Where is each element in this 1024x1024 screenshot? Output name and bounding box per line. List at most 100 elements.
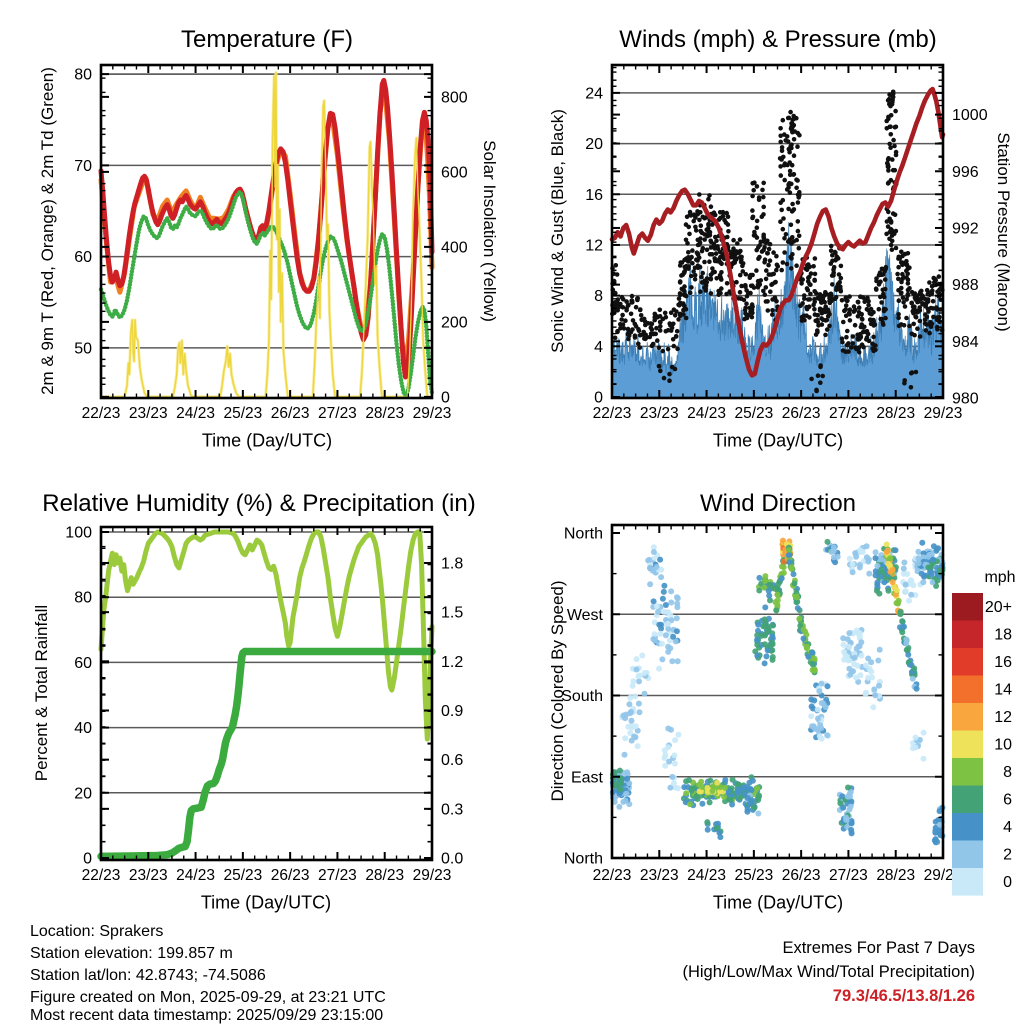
svg-text:20+: 20+ xyxy=(985,599,1012,616)
svg-text:29/23: 29/23 xyxy=(413,405,452,422)
svg-text:25/23: 25/23 xyxy=(734,405,773,422)
svg-text:60: 60 xyxy=(74,249,92,266)
svg-text:984: 984 xyxy=(952,334,979,351)
svg-text:22/23: 22/23 xyxy=(82,405,121,422)
winddir-xaxis-label: Time (Day/UTC) xyxy=(712,892,844,913)
svg-text:18: 18 xyxy=(994,627,1012,644)
svg-text:4: 4 xyxy=(594,339,603,356)
svg-text:29/23: 29/23 xyxy=(924,405,963,422)
footer-latlon: Station lat/lon: 42.8743; -74.5086 xyxy=(30,967,266,984)
svg-text:12: 12 xyxy=(585,237,603,254)
svg-text:23/23: 23/23 xyxy=(129,867,168,884)
svg-text:West: West xyxy=(567,607,604,624)
svg-text:0: 0 xyxy=(594,390,603,407)
svg-text:60: 60 xyxy=(74,655,92,672)
svg-text:996: 996 xyxy=(952,164,979,181)
svg-text:North: North xyxy=(564,851,603,868)
svg-text:24/23: 24/23 xyxy=(176,405,215,422)
svg-text:27/23: 27/23 xyxy=(829,405,868,422)
svg-text:1.5: 1.5 xyxy=(441,605,463,622)
svg-text:24/23: 24/23 xyxy=(687,405,726,422)
svg-text:0.0: 0.0 xyxy=(441,851,463,868)
winds-chart-title: Winds (mph) & Pressure (mb) xyxy=(619,26,937,53)
svg-text:North: North xyxy=(564,526,603,543)
svg-text:80: 80 xyxy=(74,590,92,607)
svg-text:0: 0 xyxy=(1003,874,1012,891)
svg-text:26/23: 26/23 xyxy=(271,867,310,884)
svg-text:980: 980 xyxy=(952,391,979,408)
svg-text:26/23: 26/23 xyxy=(271,405,310,422)
svg-text:25/23: 25/23 xyxy=(223,867,262,884)
svg-text:800: 800 xyxy=(441,89,468,106)
svg-text:27/23: 27/23 xyxy=(829,867,868,884)
svg-text:6: 6 xyxy=(1003,792,1012,809)
svg-text:16: 16 xyxy=(585,187,603,204)
svg-text:16: 16 xyxy=(994,654,1012,671)
svg-text:0.6: 0.6 xyxy=(441,752,463,769)
solar-yaxis-right-label: Solar Insolation (Yellow) xyxy=(480,140,499,322)
svg-text:20: 20 xyxy=(74,785,92,802)
footer-elevation: Station elevation: 199.857 m xyxy=(30,945,233,962)
svg-text:20: 20 xyxy=(585,136,603,153)
svg-text:0.9: 0.9 xyxy=(441,703,463,720)
svg-text:22/23: 22/23 xyxy=(593,867,632,884)
svg-text:10: 10 xyxy=(994,737,1012,754)
svg-text:600: 600 xyxy=(441,164,468,181)
svg-text:26/23: 26/23 xyxy=(782,867,821,884)
humidity-xaxis-label: Time (Day/UTC) xyxy=(200,892,332,913)
svg-text:29/23: 29/23 xyxy=(413,867,452,884)
svg-text:40: 40 xyxy=(74,720,92,737)
svg-text:400: 400 xyxy=(441,239,468,256)
svg-text:1000: 1000 xyxy=(952,107,988,124)
svg-text:28/23: 28/23 xyxy=(365,867,404,884)
svg-text:28/23: 28/23 xyxy=(876,867,915,884)
svg-text:0: 0 xyxy=(83,851,92,868)
svg-text:25/23: 25/23 xyxy=(734,867,773,884)
svg-text:4: 4 xyxy=(1003,819,1012,836)
svg-text:2: 2 xyxy=(1003,847,1012,864)
temperature-xaxis-label: Time (Day/UTC) xyxy=(201,430,333,451)
svg-text:24/23: 24/23 xyxy=(176,867,215,884)
extremes-subtitle: (High/Low/Max Wind/Total Precipitation) xyxy=(682,963,975,981)
svg-text:26/23: 26/23 xyxy=(782,405,821,422)
svg-text:22/23: 22/23 xyxy=(593,405,632,422)
svg-text:0: 0 xyxy=(441,389,450,406)
svg-text:12: 12 xyxy=(994,709,1012,726)
wind-yaxis-left-label: Sonic Wind & Gust (Blue, Black) xyxy=(548,109,567,353)
svg-text:992: 992 xyxy=(952,220,979,237)
svg-text:27/23: 27/23 xyxy=(318,867,357,884)
svg-text:8: 8 xyxy=(594,288,603,305)
svg-text:27/23: 27/23 xyxy=(318,405,357,422)
svg-text:23/23: 23/23 xyxy=(640,405,679,422)
svg-text:988: 988 xyxy=(952,277,979,294)
winddir-yaxis-left-label: Direction (Colored By Speed) xyxy=(548,580,567,802)
footer-timestamp: Most recent data timestamp: 2025/09/29 2… xyxy=(30,1007,384,1024)
extremes-values: 79.3/46.5/13.8/1.26 xyxy=(832,987,975,1005)
svg-text:100: 100 xyxy=(65,525,92,542)
svg-text:8: 8 xyxy=(1003,764,1012,781)
colorbar-units-label: mph xyxy=(984,569,1016,586)
humidity-yaxis-left-label: Percent & Total Rainfall xyxy=(32,604,51,782)
svg-text:22/23: 22/23 xyxy=(82,867,121,884)
temperature-chart-title: Temperature (F) xyxy=(180,26,354,53)
temperature-yaxis-left-label: 2m & 9m T (Red, Orange) & 2m Td (Green) xyxy=(38,67,57,395)
svg-text:0.3: 0.3 xyxy=(441,801,463,818)
svg-text:East: East xyxy=(571,769,604,786)
footer-created: Figure created on Mon, 2025-09-29, at 23… xyxy=(30,989,386,1006)
winddir-chart-title: Wind Direction xyxy=(699,490,857,517)
pressure-yaxis-right-label: Station Pressure (Maroon) xyxy=(994,132,1013,332)
footer-location: Location: Sprakers xyxy=(30,923,164,940)
svg-text:50: 50 xyxy=(74,340,92,357)
svg-text:1.2: 1.2 xyxy=(441,654,463,671)
svg-text:24/23: 24/23 xyxy=(687,867,726,884)
svg-text:70: 70 xyxy=(74,158,92,175)
humidity-chart-title: Relative Humidity (%) & Precipitation (i… xyxy=(42,490,476,517)
svg-text:14: 14 xyxy=(994,682,1012,699)
svg-text:25/23: 25/23 xyxy=(223,405,262,422)
winds-xaxis-label: Time (Day/UTC) xyxy=(712,430,844,451)
svg-text:28/23: 28/23 xyxy=(365,405,404,422)
svg-text:80: 80 xyxy=(74,67,92,84)
svg-text:23/23: 23/23 xyxy=(640,867,679,884)
svg-text:23/23: 23/23 xyxy=(129,405,168,422)
